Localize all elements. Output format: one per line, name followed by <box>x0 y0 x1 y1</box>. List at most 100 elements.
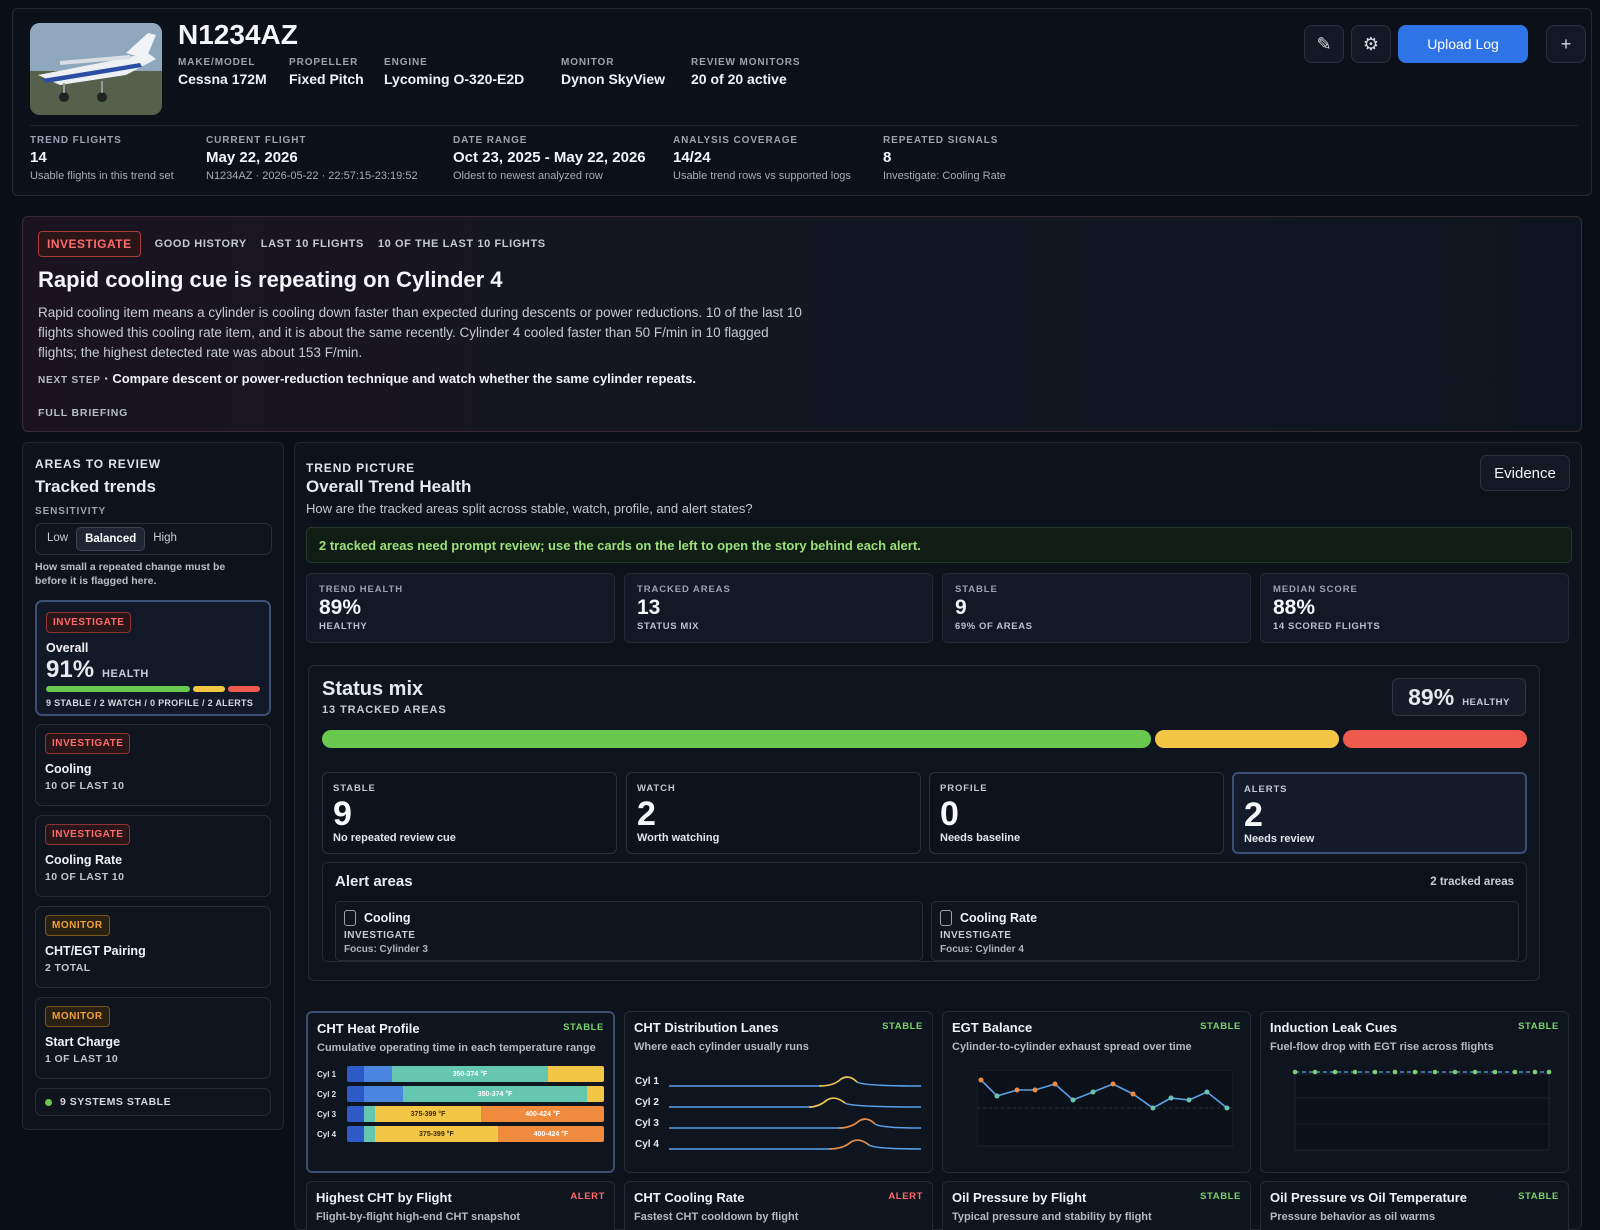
card-title: Start Charge <box>45 1035 121 1049</box>
graph-card-oil-pressure[interactable]: Oil Pressure by Flight STABLE Typical pre… <box>942 1181 1251 1230</box>
alert-areas: Alert areas 2 tracked areas Cooling INVE… <box>322 862 1527 962</box>
status-badge: MONITOR <box>45 1006 110 1027</box>
graph-status: STABLE <box>1200 1021 1241 1032</box>
graph-card-oil-pressure-temp[interactable]: Oil Pressure vs Oil Temperature STABLE Pr… <box>1260 1181 1569 1230</box>
sensitivity-low[interactable]: Low <box>47 532 69 544</box>
graph-status: ALERT <box>888 1191 923 1202</box>
settings-button[interactable]: ⚙ <box>1351 25 1391 63</box>
upload-log-button[interactable]: Upload Log <box>1398 25 1528 63</box>
evidence-button[interactable]: Evidence <box>1480 455 1570 491</box>
systems-stable-row[interactable]: 9 SYSTEMS STABLE <box>35 1088 271 1116</box>
graph-desc: Typical pressure and stability by flight <box>952 1211 1152 1223</box>
spec-propeller: PROPELLER Fixed Pitch <box>289 57 364 87</box>
mix-title: Status mix <box>322 678 424 700</box>
overall-sub: 9 STABLE / 2 WATCH / 0 PROFILE / 2 ALERT… <box>46 698 254 708</box>
graph-desc: Fastest CHT cooldown by flight <box>634 1211 799 1223</box>
add-button[interactable]: + <box>1546 25 1586 63</box>
status-badge: INVESTIGATE <box>38 231 141 257</box>
heat-band-label: 400-424 °F <box>481 1106 604 1122</box>
overall-unit: HEALTH <box>102 668 149 680</box>
mix-health-badge: 89% HEALTHY <box>1392 678 1526 716</box>
graph-card-highest-cht[interactable]: Highest CHT by Flight ALERT Flight-by-fli… <box>306 1181 615 1230</box>
card-sub: 10 OF LAST 10 <box>45 780 125 792</box>
graph-status: ALERT <box>570 1191 605 1202</box>
graph-title: EGT Balance <box>952 1020 1033 1035</box>
plus-icon: + <box>1560 33 1572 54</box>
overall-title: Overall <box>46 641 89 655</box>
green-dot-icon <box>45 1098 52 1106</box>
main-kicker: TREND PICTURE <box>306 461 416 475</box>
mix-sub: 13 TRACKED AREAS <box>322 704 447 716</box>
gear-icon: ⚙ <box>1362 33 1380 54</box>
graph-title: CHT Heat Profile <box>317 1021 420 1036</box>
sensitivity-balanced[interactable]: Balanced <box>76 527 146 551</box>
graph-desc: Cylinder-to-cylinder exhaust spread over… <box>952 1041 1192 1053</box>
main-title: Overall Trend Health <box>306 477 472 496</box>
alert-notice: 2 tracked areas need prompt review; use … <box>306 527 1572 563</box>
graph-status: STABLE <box>1200 1191 1241 1202</box>
kpi-stable: STABLE 9 69% OF AREAS <box>942 573 1251 643</box>
trend-card-cooling-rate[interactable]: INVESTIGATE Cooling Rate 10 OF LAST 10 <box>35 815 271 897</box>
alert-areas-count: 2 tracked areas <box>1430 876 1514 888</box>
alert-areas-title: Alert areas <box>335 873 413 890</box>
chip-history: GOOD HISTORY <box>154 238 247 250</box>
graph-card-cht-lanes[interactable]: CHT Distribution Lanes STABLE Where each … <box>624 1011 933 1173</box>
investigate-banner: INVESTIGATE GOOD HISTORY LAST 10 FLIGHTS… <box>22 216 1582 432</box>
heat-band-label: 350-374 °F <box>402 1086 588 1102</box>
alert-title: Cooling <box>364 911 411 925</box>
sensitivity-high[interactable]: High <box>153 532 177 544</box>
mix-card-profile[interactable]: PROFILE 0 Needs baseline <box>929 772 1224 854</box>
sensitivity-label: SENSITIVITY <box>35 506 107 517</box>
heat-cyl-label: Cyl 3 <box>317 1109 337 1119</box>
graph-card-induction-leak[interactable]: Induction Leak Cues STABLE Fuel-flow drop… <box>1260 1011 1569 1173</box>
header-divider <box>30 125 1578 126</box>
graph-desc: Cumulative operating time in each temper… <box>317 1042 596 1054</box>
overall-card[interactable]: INVESTIGATE Overall 91% HEALTH 9 STABLE /… <box>35 600 271 716</box>
mix-card-watch[interactable]: WATCH 2 Worth watching <box>626 772 921 854</box>
thermometer-icon <box>940 910 952 926</box>
kpi-median-score: MEDIAN SCORE 88% 14 SCORED FLIGHTS <box>1260 573 1569 643</box>
heat-profile-chart: Cyl 1 350-374 °F Cyl 2 350-374 °F Cyl 3 375… <box>317 1066 604 1142</box>
spec-engine: ENGINE Lycoming O-320-E2D <box>384 57 525 87</box>
heat-band-label: 375-399 °F <box>374 1106 482 1122</box>
graph-card-egt-balance[interactable]: EGT Balance STABLE Cylinder-to-cylinder e… <box>942 1011 1251 1173</box>
full-briefing-link[interactable]: FULL BRIEFING <box>38 407 129 419</box>
heat-cyl-label: Cyl 1 <box>317 1069 337 1079</box>
banner-body: Rapid cooling item means a cylinder is c… <box>38 305 802 360</box>
alert-card-cooling[interactable]: Cooling INVESTIGATE Focus: Cylinder 3 <box>335 901 923 961</box>
pencil-icon: ✎ <box>1316 33 1332 54</box>
status-badge: MONITOR <box>45 915 110 936</box>
graph-card-cht-heat-profile[interactable]: CHT Heat Profile STABLE Cumulative operat… <box>306 1011 615 1173</box>
mix-card-alerts[interactable]: ALERTS 2 Needs review <box>1232 772 1527 854</box>
alert-card-cooling-rate[interactable]: Cooling Rate INVESTIGATE Focus: Cylinder… <box>931 901 1519 961</box>
status-badge: INVESTIGATE <box>45 733 131 754</box>
graph-card-cht-cooling-rate[interactable]: CHT Cooling Rate ALERT Fastest CHT cooldo… <box>624 1181 933 1230</box>
trend-card-start-charge[interactable]: MONITOR Start Charge 1 OF LAST 10 <box>35 997 271 1079</box>
graph-status: STABLE <box>1518 1021 1559 1032</box>
trend-card-cooling[interactable]: INVESTIGATE Cooling 10 OF LAST 10 <box>35 724 271 806</box>
next-step: NEXT STEP · Compare descent or power-red… <box>38 371 697 386</box>
cht-lanes-chart: Cyl 1 Cyl 2 Cyl 3 Cyl 4 <box>635 1076 925 1162</box>
alert-status: INVESTIGATE <box>940 930 1012 941</box>
overall-pct: 91% <box>46 656 95 683</box>
mix-pct-label: HEALTHY <box>1462 697 1510 708</box>
areas-title: Tracked trends <box>35 477 156 496</box>
mix-pct: 89% <box>1408 684 1455 710</box>
edit-button[interactable]: ✎ <box>1304 25 1344 63</box>
trend-card-cht-egt[interactable]: MONITOR CHT/EGT Pairing 2 TOTAL <box>35 906 271 988</box>
mix-card-stable[interactable]: STABLE 9 No repeated review cue <box>322 772 617 854</box>
overall-bar <box>46 686 260 692</box>
sensitivity-help: How small a repeated change must be befo… <box>35 561 226 587</box>
card-sub: 10 OF LAST 10 <box>45 871 125 883</box>
areas-panel: AREAS TO REVIEW Tracked trends SENSITIVI… <box>22 442 284 1130</box>
alert-focus: Focus: Cylinder 3 <box>344 944 428 955</box>
stat-repeated-signals: REPEATED SIGNALS 8 Investigate: Cooling Ra… <box>883 135 1006 182</box>
aircraft-header: N1234AZ MAKE/MODEL Cessna 172M PROPELLER F… <box>12 8 1592 196</box>
lane-label: Cyl 4 <box>635 1139 659 1150</box>
alert-focus: Focus: Cylinder 4 <box>940 944 1024 955</box>
chip-count: 10 OF THE LAST 10 FLIGHTS <box>377 238 546 250</box>
graph-title: Oil Pressure by Flight <box>952 1190 1087 1205</box>
card-title: CHT/EGT Pairing <box>45 944 146 958</box>
status-badge: INVESTIGATE <box>46 612 132 633</box>
spec-make-model: MAKE/MODEL Cessna 172M <box>178 57 267 87</box>
